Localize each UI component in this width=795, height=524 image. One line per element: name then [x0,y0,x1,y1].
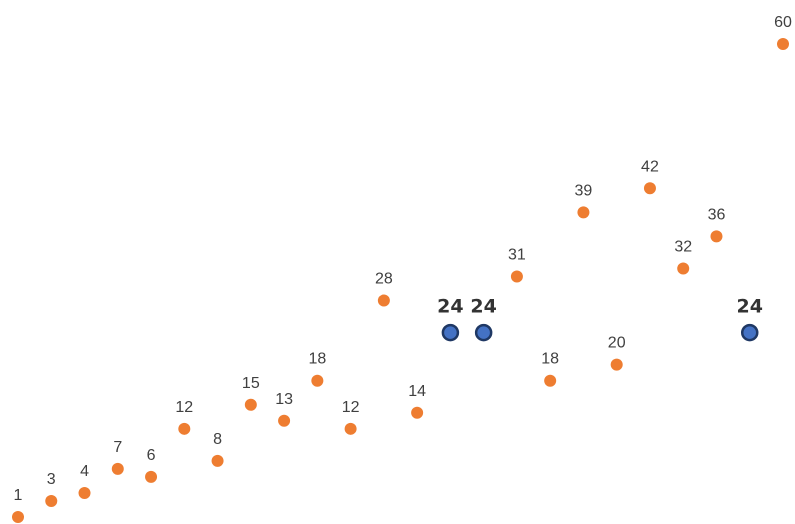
data-point [278,414,291,427]
data-point [211,454,224,467]
data-point [677,262,690,275]
data-point [111,462,124,475]
data-label: 12 [342,399,360,416]
highlighted-data-point [441,323,460,342]
data-label: 36 [708,206,726,223]
data-point [544,374,557,387]
data-label: 12 [175,399,193,416]
data-point [643,182,656,195]
data-point [377,294,390,307]
data-label: 28 [375,271,393,288]
data-point [610,358,623,371]
highlighted-data-point [474,323,493,342]
data-label: 7 [113,439,122,456]
data-point [510,270,523,283]
data-label: 13 [275,391,293,408]
data-label: 32 [674,238,692,255]
data-label: 18 [308,351,326,368]
data-label: 18 [541,351,559,368]
highlighted-data-point [740,323,759,342]
data-label: 3 [47,471,56,488]
highlighted-data-label: 24 [437,296,463,318]
data-label: 8 [213,431,222,448]
data-label: 14 [408,383,426,400]
data-point [12,511,24,523]
data-label: 6 [147,447,156,464]
data-label: 31 [508,246,526,263]
data-point [311,374,324,387]
data-label: 1 [14,487,23,504]
data-point [344,422,357,435]
data-point [411,406,424,419]
data-point [178,422,191,435]
data-label: 4 [80,463,89,480]
highlighted-data-label: 24 [470,296,496,318]
data-label: 60 [774,14,792,31]
data-point [777,38,789,50]
data-point [45,494,58,507]
data-label: 15 [242,375,260,392]
data-label: 42 [641,158,659,175]
data-point [577,206,590,219]
data-point [244,398,257,411]
data-point [78,486,91,499]
highlighted-data-label: 24 [737,296,763,318]
data-point [710,230,723,243]
data-label: 39 [575,182,593,199]
data-label: 20 [608,335,626,352]
data-point [145,470,158,483]
